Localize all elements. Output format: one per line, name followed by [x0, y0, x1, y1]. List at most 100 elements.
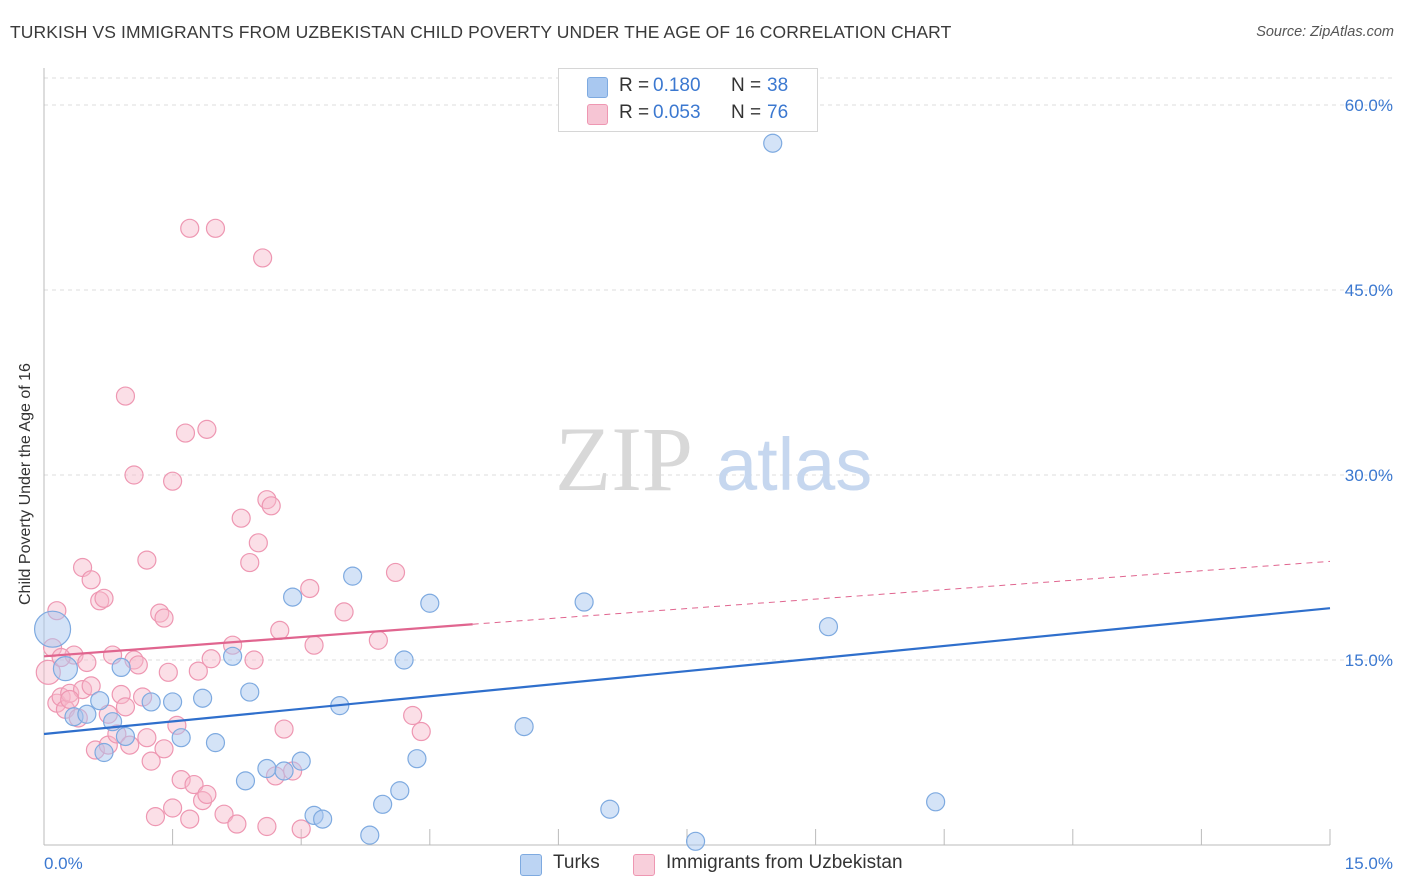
uzbek-point — [77, 652, 97, 673]
y-tick-label: 60.0% — [1345, 96, 1393, 115]
uzbek-trend-line — [43, 623, 473, 658]
turks-point — [223, 646, 243, 666]
turks-point — [373, 794, 393, 814]
uzbek-point — [184, 774, 204, 795]
legend-n-value: 38 — [767, 75, 789, 96]
uzbek-point — [270, 620, 290, 641]
uzbek-point — [137, 728, 157, 748]
turks-point — [360, 825, 380, 845]
turks-point — [274, 761, 294, 781]
turks-point — [205, 733, 226, 753]
uzbek-point — [115, 697, 136, 717]
tick-labels: 15.0% 30.0% 45.0% 60.0% 0.0% 15.0% — [44, 96, 1393, 873]
x-tick-label: 0.0% — [44, 854, 83, 873]
turks-point — [390, 781, 410, 801]
turks-point — [240, 682, 260, 702]
turks-trend-line — [43, 607, 1331, 736]
turks-point — [313, 809, 333, 829]
x-tick-label: 15.0% — [1345, 854, 1393, 873]
trend-lines — [43, 560, 1331, 736]
uzbek-point — [205, 218, 226, 238]
uzbek-point — [163, 798, 183, 818]
bottom-legend-uzbek: Immigrants from Uzbekistan — [666, 852, 903, 873]
legend-r-label: R = — [619, 75, 650, 96]
uzbek-point — [240, 552, 260, 573]
uzbek-point — [137, 550, 157, 570]
turks-point — [926, 792, 946, 812]
uzbek-point — [201, 649, 221, 669]
uzbek-point — [244, 650, 264, 670]
bottom-legend-swatch-uzbek — [633, 854, 655, 876]
bottom-legend-swatch-turks — [520, 854, 542, 876]
uzbek-point — [385, 562, 406, 583]
uzbek-point — [60, 683, 80, 703]
uzbek-trend-extension — [472, 560, 1331, 625]
source-label: Source: ZipAtlas.com — [1256, 24, 1394, 40]
turks-point — [407, 749, 427, 769]
turks-point — [94, 742, 114, 763]
uzbek-point — [81, 570, 101, 590]
turks-point — [818, 617, 839, 637]
legend-n-label: N = — [731, 75, 762, 96]
turks-point — [235, 771, 256, 791]
uzbek-point — [257, 816, 277, 837]
uzbek-point — [291, 819, 311, 839]
turks-point — [115, 726, 136, 747]
turks-points — [33, 133, 946, 851]
turks-point — [193, 688, 213, 708]
uzbek-point — [253, 248, 273, 268]
uzbek-point — [154, 608, 174, 628]
uzbek-point — [145, 807, 166, 827]
uzbek-point — [81, 676, 101, 696]
legend-r-value: 0.180 — [653, 75, 701, 96]
uzbek-point — [300, 578, 320, 599]
turks-point — [394, 650, 414, 670]
chart-title: TURKISH VS IMMIGRANTS FROM UZBEKISTAN CH… — [10, 22, 952, 42]
uzbek-point — [141, 751, 161, 771]
uzbek-point — [128, 655, 148, 675]
legend-n-value: 76 — [767, 102, 789, 123]
turks-point — [763, 133, 783, 153]
turks-point — [685, 831, 706, 851]
turks-point — [171, 728, 191, 748]
uzbek-point — [334, 602, 354, 622]
turks-point — [90, 691, 110, 711]
uzbek-point — [261, 496, 281, 516]
uzbek-point — [158, 662, 178, 682]
legend-n-label: N = — [731, 102, 762, 123]
bottom-legend-turks: Turks — [553, 852, 600, 873]
uzbek-point — [171, 770, 191, 790]
turks-point — [163, 692, 183, 712]
turks-point — [600, 799, 620, 819]
legend-r-value: 0.053 — [653, 102, 701, 123]
uzbek-point — [403, 705, 423, 726]
legend-swatch-turks — [587, 77, 608, 98]
turks-point — [111, 657, 131, 678]
turks-point — [257, 758, 277, 779]
uzbek-point — [274, 719, 294, 739]
uzbek-point — [175, 423, 196, 443]
turks-point — [77, 704, 97, 724]
uzbek-point — [94, 588, 114, 608]
uzbek-point — [124, 465, 144, 485]
legend-swatch-uzbek — [587, 104, 608, 125]
turks-point — [420, 593, 440, 613]
watermark-atlas: atlas — [716, 423, 872, 506]
watermark: ZIP atlas — [555, 408, 872, 510]
uzbek-points — [35, 218, 431, 839]
turks-point — [574, 592, 594, 612]
turks-point — [52, 656, 79, 682]
legend: R = 0.180 N = 38 R = 0.053 N = 76 — [558, 68, 818, 132]
turks-point — [291, 751, 311, 771]
uzbek-point — [248, 533, 268, 553]
uzbek-point — [368, 630, 388, 650]
uzbek-point — [180, 218, 200, 238]
y-tick-label: 45.0% — [1345, 281, 1393, 300]
uzbek-point — [411, 721, 431, 742]
gridlines — [44, 77, 1392, 661]
uzbek-point — [188, 661, 208, 681]
uzbek-point — [115, 386, 136, 406]
turks-point — [514, 716, 534, 737]
y-tick-label: 15.0% — [1345, 651, 1393, 670]
